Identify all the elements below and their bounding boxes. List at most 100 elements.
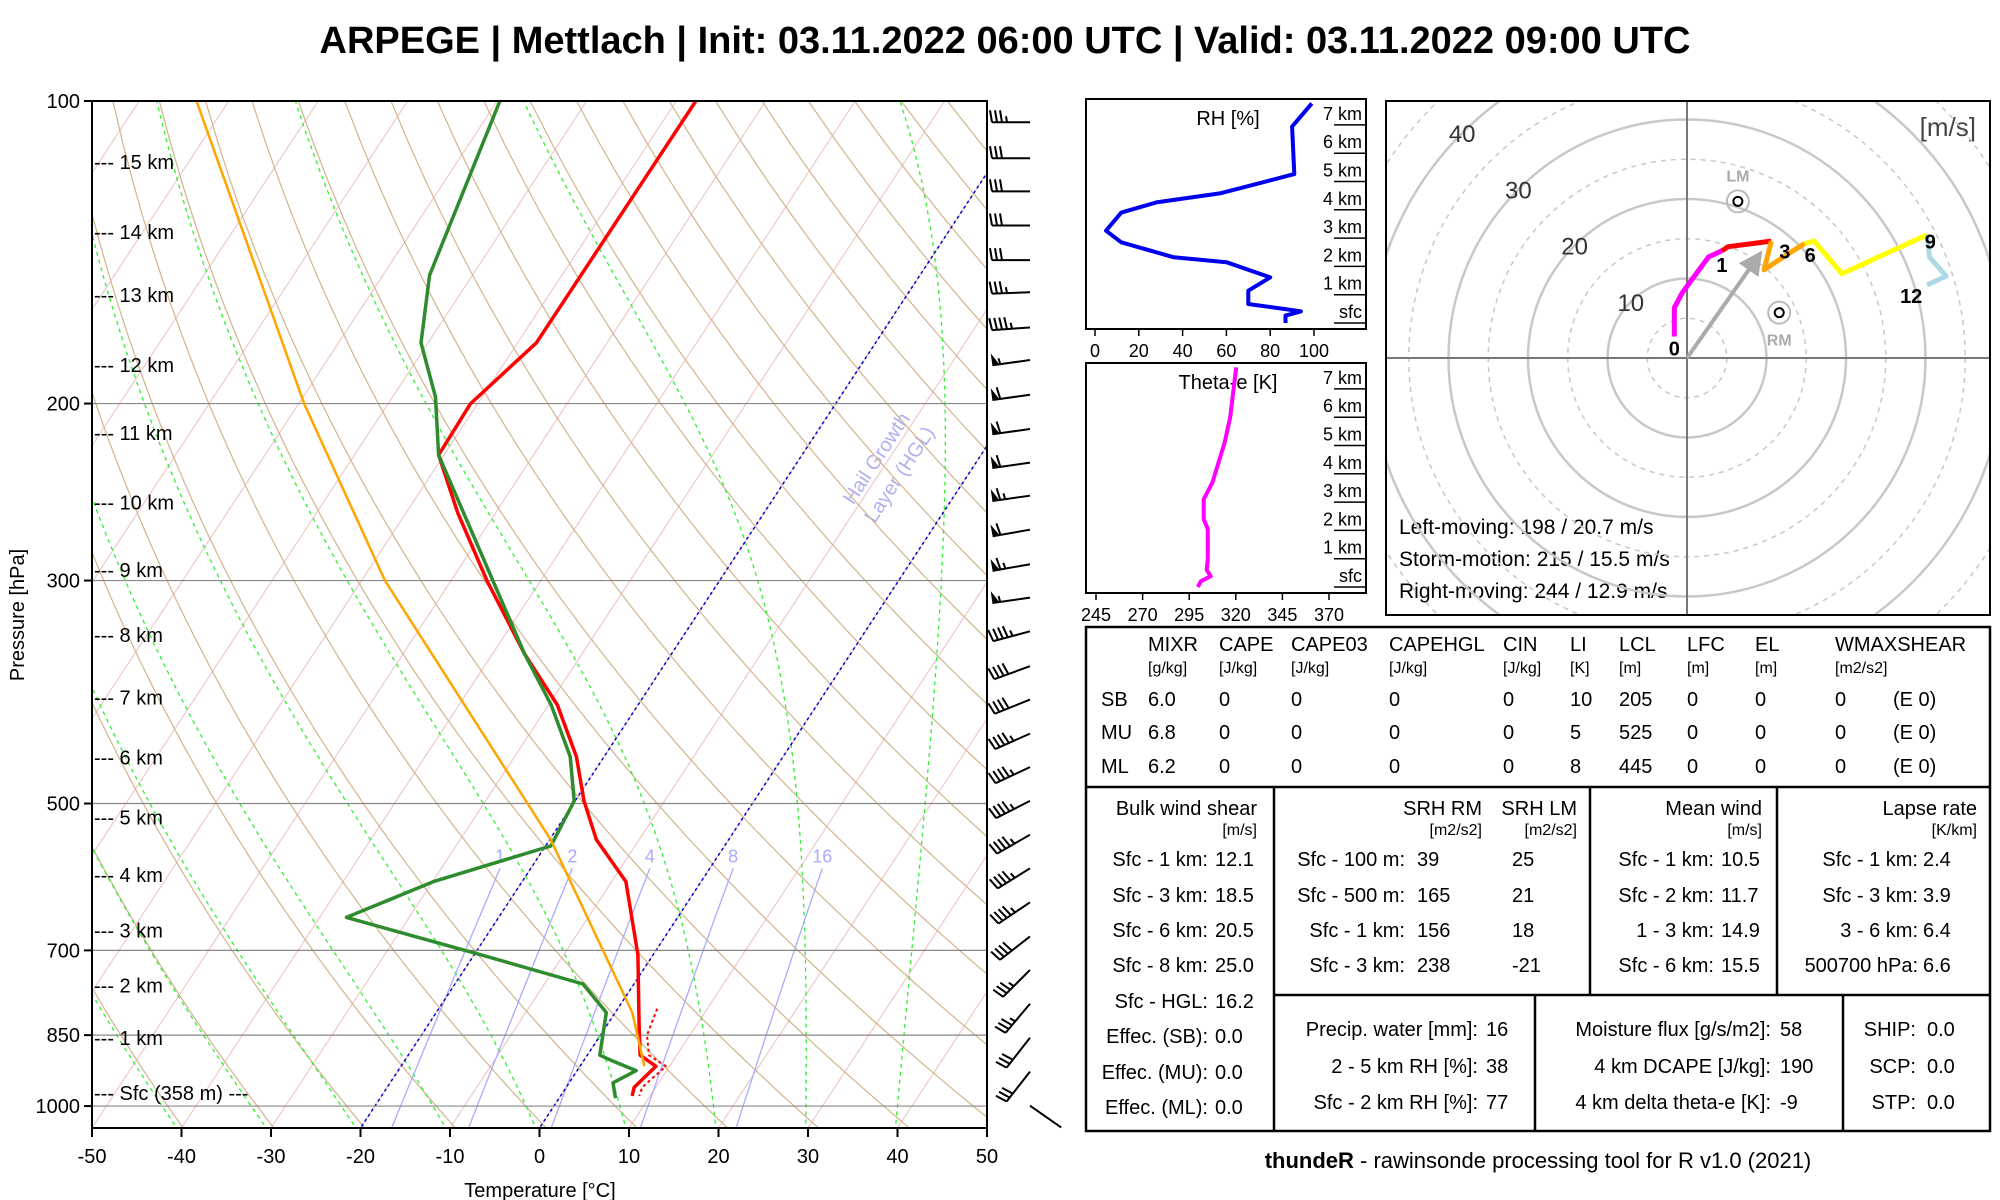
rh-panel-x-tick-label: 20 — [1129, 341, 1149, 361]
wind-barb-full — [996, 985, 1008, 995]
rh-panel-x-tick-label: 80 — [1260, 341, 1280, 361]
wind-barb-full — [992, 841, 1003, 852]
height-label: --- 4 km — [94, 865, 163, 887]
wind-barb-half — [1009, 735, 1015, 742]
stability-header-el: EL — [1755, 634, 1780, 656]
hodograph-border — [1385, 100, 1991, 616]
wind-barb-staff — [992, 563, 1031, 572]
wind-barb-full — [993, 317, 999, 330]
wind-barb-pennant — [990, 524, 1000, 537]
wind-barb-full — [988, 843, 998, 855]
rh-panel-x-tick-label: 100 — [1299, 341, 1329, 361]
stability-cell: 0 — [1755, 722, 1767, 744]
stability-cell: 6.8 — [1148, 722, 1176, 744]
isotherm-line — [270, 101, 946, 1128]
hodograph-height-label: 0 — [1669, 339, 1680, 361]
stability-cell: 0 — [1291, 722, 1303, 744]
srh-rm-value: 238 — [1417, 955, 1451, 977]
wind-barb-full — [998, 1057, 1011, 1065]
y-tick-label: 300 — [47, 571, 80, 593]
wind-barb-full — [1001, 766, 1010, 778]
moisture-value: 16 — [1486, 1019, 1509, 1041]
stability-cell: 8 — [1570, 756, 1582, 778]
wind-barb — [988, 833, 1031, 855]
dry-adiabat-line — [297, 101, 987, 1046]
wind-barb — [990, 557, 1031, 572]
wind-barb — [992, 969, 1031, 998]
wind-barb-staff — [1005, 1037, 1031, 1069]
wind-barb-full — [987, 629, 995, 642]
stability-unit-el: [m] — [1755, 660, 1778, 677]
wind-barb — [990, 487, 1031, 502]
stability-unit-cin: [J/kg] — [1503, 660, 1542, 677]
moist-adiabat-line — [156, 101, 627, 1128]
wind-barb-full — [1001, 800, 1011, 812]
x-tick-label: -30 — [257, 1146, 286, 1168]
bulk-shear-label: Sfc - 6 km: — [1112, 920, 1208, 942]
wind-barb — [988, 867, 1031, 890]
hodograph-height-label: 9 — [1925, 231, 1936, 253]
height-label: --- 6 km — [94, 748, 163, 770]
stability-cell: 445 — [1619, 756, 1653, 778]
wind-barb-half — [997, 358, 1002, 365]
bulk-shear-value: 0.0 — [1215, 1062, 1243, 1084]
hodograph-height-label: 1 — [1716, 255, 1727, 277]
virtual_temperature-line — [638, 1008, 667, 1097]
height-label: --- 15 km — [94, 152, 174, 174]
stability-cell: 6.2 — [1148, 756, 1176, 778]
wind-barb — [989, 213, 1030, 227]
mixing-ratio-line — [467, 868, 573, 1128]
wind-barb-full — [989, 179, 993, 192]
parcel-line — [195, 101, 646, 1067]
rh-panel-x-tick-label: 0 — [1090, 341, 1100, 361]
wind-barb — [988, 281, 1031, 295]
wind-barb-full — [999, 179, 1003, 192]
wind-barb — [989, 248, 1030, 262]
wind-barb — [990, 591, 1031, 604]
stability-row-label: MU — [1101, 722, 1133, 744]
mean-wind-unit: [m/s] — [1727, 822, 1762, 839]
theta-e-panel-height-label: 1 km — [1323, 538, 1362, 558]
srh-label: Sfc - 1 km: — [1309, 920, 1405, 942]
mean-wind-title: Mean wind — [1665, 798, 1762, 820]
stability-cell: 0 — [1503, 689, 1515, 711]
stability-unit-cape: [J/kg] — [1219, 660, 1258, 677]
isotherm-line — [92, 101, 677, 993]
stability-unit-capehgl: [J/kg] — [1389, 660, 1428, 677]
stability-cell: 0 — [1389, 689, 1401, 711]
flux-label: 4 km DCAPE [J/kg]: — [1594, 1056, 1771, 1078]
wind-barb-half — [997, 595, 1002, 603]
mixing-ratio-line — [639, 868, 734, 1128]
stability-cell: (E 0) — [1893, 756, 1937, 778]
dry-adiabat-line — [92, 845, 275, 1128]
wind-barb-staff — [994, 698, 1031, 715]
wind-barb-full — [1002, 941, 1013, 952]
wind-barb-pennant — [990, 422, 1000, 435]
wind-barb — [990, 454, 1031, 469]
y-tick-label: 100 — [47, 91, 80, 113]
mean-wind-value: 11.7 — [1721, 885, 1759, 907]
composite-value: 0.0 — [1927, 1056, 1955, 1078]
mean-wind-value: 10.5 — [1721, 849, 1760, 871]
wind-barb-full — [994, 947, 1005, 958]
dry-adiabat-line — [92, 211, 638, 1128]
wind-barb-full — [999, 248, 1003, 261]
wind-barb-full — [1001, 905, 1012, 916]
moisture-value: 38 — [1486, 1056, 1509, 1078]
y-tick-label: 200 — [47, 394, 80, 416]
wind-barb — [995, 1070, 1031, 1103]
wind-barb — [990, 387, 1031, 402]
dry-adiabat-line — [92, 550, 457, 1128]
dry-adiabat-line — [344, 101, 987, 975]
stability-cell: 0 — [1219, 722, 1231, 744]
wind-barb-full — [995, 523, 1002, 536]
mixing-ratio-line — [390, 868, 501, 1128]
moisture-label: Precip. water [mm]: — [1305, 1019, 1478, 1041]
theta-e-panel-x-tick-label: 370 — [1314, 605, 1344, 625]
wind-barb-full — [993, 281, 999, 294]
mean-wind-value: 14.9 — [1721, 920, 1760, 942]
wind-barb-full — [987, 738, 997, 750]
moisture-label: Sfc - 2 km RH [%]: — [1313, 1092, 1478, 1114]
lapse-rate-unit: [K/km] — [1931, 822, 1977, 839]
wind-barb-pennant — [990, 591, 1000, 603]
